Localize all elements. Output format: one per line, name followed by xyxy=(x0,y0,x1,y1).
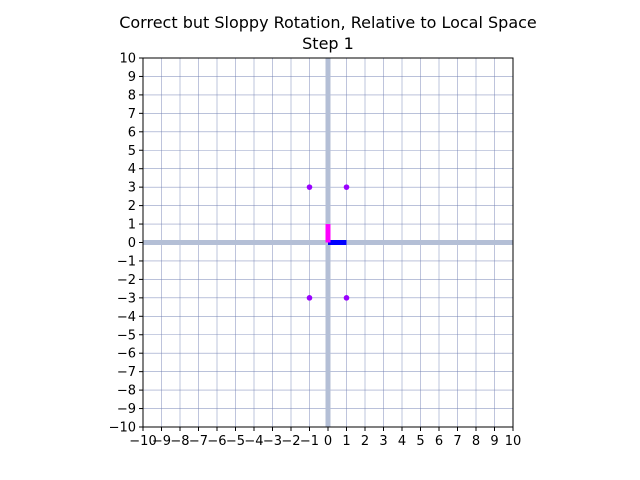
y-tick-label: −6 xyxy=(117,347,136,362)
y-tick-label: −7 xyxy=(117,365,136,380)
local-axes xyxy=(325,224,347,245)
chart-subtitle: Step 1 xyxy=(302,34,354,53)
y-tick-label: 4 xyxy=(128,162,136,177)
y-tick-label: 3 xyxy=(128,181,136,196)
x-tick-label: 2 xyxy=(361,434,369,449)
x-tick-label: 8 xyxy=(472,434,480,449)
y-tick-label: −2 xyxy=(117,273,136,288)
data-point xyxy=(306,295,313,301)
y-tick-label: −1 xyxy=(117,254,136,269)
x-axis: −10−9 −8 −7 −6 −5 −4 −3 −2 −1 0 1 2 3 4 5 6 7 8 9 10 xyxy=(129,427,521,449)
y-tick-label: 9 xyxy=(128,70,136,85)
y-tick-label: −3 xyxy=(117,291,136,306)
y-tick-label: −4 xyxy=(117,310,136,325)
data-point xyxy=(306,184,313,190)
points xyxy=(306,184,350,301)
y-tick-label: −8 xyxy=(117,384,136,399)
x-tick-label: −4 xyxy=(244,434,263,449)
data-point xyxy=(343,184,350,190)
y-tick-label: 2 xyxy=(128,199,136,214)
x-tick-label: 5 xyxy=(416,434,424,449)
x-tick-label: 10 xyxy=(505,434,522,449)
y-tick-label: −10 xyxy=(109,421,136,436)
x-tick-label: −6 xyxy=(207,434,226,449)
y-tick-label: −5 xyxy=(117,328,136,343)
x-tick-label: −8 xyxy=(170,434,189,449)
y-tick-label: 5 xyxy=(128,144,136,159)
y-tick-label: 6 xyxy=(128,125,136,140)
x-tick-label: 0 xyxy=(324,434,332,449)
x-tick-label: 1 xyxy=(342,434,350,449)
x-tick-label: −1 xyxy=(300,434,319,449)
x-tick-label: 4 xyxy=(398,434,406,449)
y-tick-label: 0 xyxy=(128,236,136,251)
data-point xyxy=(343,295,350,301)
x-tick-label: −5 xyxy=(226,434,245,449)
plot-area xyxy=(142,57,514,428)
x-tick-label: 7 xyxy=(453,434,461,449)
y-tick-label: 10 xyxy=(119,52,136,67)
x-tick-label: 3 xyxy=(379,434,387,449)
x-tick-label: −7 xyxy=(189,434,208,449)
y-tick-label: 7 xyxy=(128,107,136,122)
x-tick-label: −10 xyxy=(129,434,156,449)
x-tick-label: −2 xyxy=(281,434,300,449)
x-tick-label: 9 xyxy=(490,434,498,449)
x-tick-label: −9 xyxy=(152,434,171,449)
chart-title: Correct but Sloppy Rotation, Relative to… xyxy=(119,13,537,32)
y-tick-label: −9 xyxy=(117,402,136,417)
x-tick-label: −3 xyxy=(263,434,282,449)
y-tick-label: 1 xyxy=(128,218,136,233)
x-tick-label: 6 xyxy=(435,434,443,449)
y-tick-label: 8 xyxy=(128,88,136,103)
